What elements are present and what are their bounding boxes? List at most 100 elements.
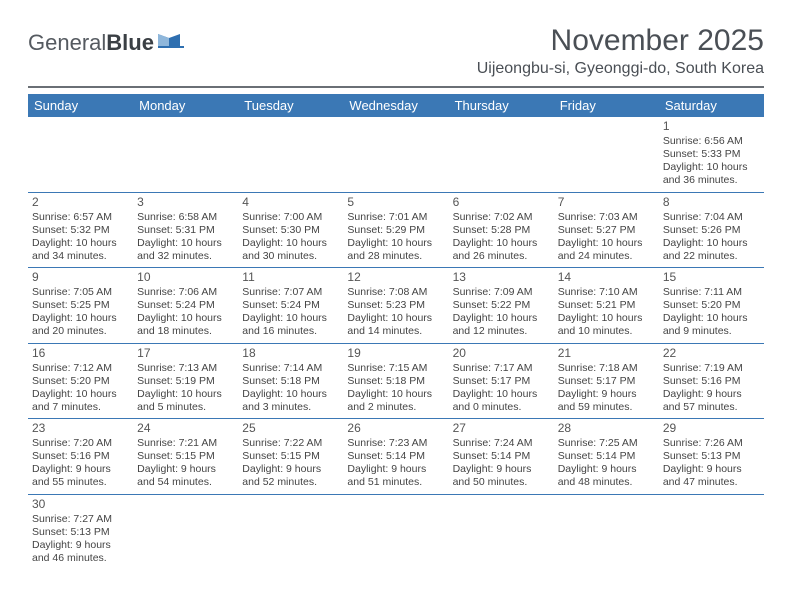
daylight-line: Daylight: 9 hours and 59 minutes. bbox=[558, 388, 655, 414]
day-number: 20 bbox=[453, 346, 550, 361]
sunset-line: Sunset: 5:14 PM bbox=[453, 450, 550, 463]
calendar-cell: 29Sunrise: 7:26 AMSunset: 5:13 PMDayligh… bbox=[659, 419, 764, 495]
logo-text: GeneralBlue bbox=[28, 30, 154, 56]
sunset-line: Sunset: 5:17 PM bbox=[558, 375, 655, 388]
calendar-cell: 23Sunrise: 7:20 AMSunset: 5:16 PMDayligh… bbox=[28, 419, 133, 495]
day-header: Tuesday bbox=[238, 94, 343, 117]
daylight-line: Daylight: 10 hours and 30 minutes. bbox=[242, 237, 339, 263]
calendar-cell bbox=[343, 494, 448, 569]
daylight-line: Daylight: 9 hours and 52 minutes. bbox=[242, 463, 339, 489]
calendar-cell bbox=[133, 117, 238, 192]
calendar-cell bbox=[343, 117, 448, 192]
sunset-line: Sunset: 5:24 PM bbox=[137, 299, 234, 312]
day-number: 12 bbox=[347, 270, 444, 285]
sunrise-line: Sunrise: 7:25 AM bbox=[558, 437, 655, 450]
daylight-line: Daylight: 10 hours and 32 minutes. bbox=[137, 237, 234, 263]
daylight-line: Daylight: 9 hours and 46 minutes. bbox=[32, 539, 129, 565]
day-number: 6 bbox=[453, 195, 550, 210]
day-number: 29 bbox=[663, 421, 760, 436]
calendar-cell: 4Sunrise: 7:00 AMSunset: 5:30 PMDaylight… bbox=[238, 192, 343, 268]
daylight-line: Daylight: 9 hours and 48 minutes. bbox=[558, 463, 655, 489]
calendar-cell: 14Sunrise: 7:10 AMSunset: 5:21 PMDayligh… bbox=[554, 268, 659, 344]
month-title: November 2025 bbox=[477, 24, 764, 58]
sunset-line: Sunset: 5:20 PM bbox=[32, 375, 129, 388]
flag-icon bbox=[158, 32, 186, 55]
sunrise-line: Sunrise: 7:05 AM bbox=[32, 286, 129, 299]
daylight-line: Daylight: 10 hours and 34 minutes. bbox=[32, 237, 129, 263]
daylight-line: Daylight: 10 hours and 24 minutes. bbox=[558, 237, 655, 263]
sunrise-line: Sunrise: 7:03 AM bbox=[558, 211, 655, 224]
daylight-line: Daylight: 9 hours and 55 minutes. bbox=[32, 463, 129, 489]
daylight-line: Daylight: 10 hours and 22 minutes. bbox=[663, 237, 760, 263]
sunrise-line: Sunrise: 7:15 AM bbox=[347, 362, 444, 375]
daylight-line: Daylight: 10 hours and 18 minutes. bbox=[137, 312, 234, 338]
calendar-cell: 3Sunrise: 6:58 AMSunset: 5:31 PMDaylight… bbox=[133, 192, 238, 268]
calendar-cell: 18Sunrise: 7:14 AMSunset: 5:18 PMDayligh… bbox=[238, 343, 343, 419]
sunrise-line: Sunrise: 6:58 AM bbox=[137, 211, 234, 224]
sunset-line: Sunset: 5:26 PM bbox=[663, 224, 760, 237]
day-number: 13 bbox=[453, 270, 550, 285]
sunset-line: Sunset: 5:15 PM bbox=[137, 450, 234, 463]
sunset-line: Sunset: 5:17 PM bbox=[453, 375, 550, 388]
sunset-line: Sunset: 5:20 PM bbox=[663, 299, 760, 312]
calendar-cell: 24Sunrise: 7:21 AMSunset: 5:15 PMDayligh… bbox=[133, 419, 238, 495]
logo: GeneralBlue bbox=[28, 30, 186, 56]
calendar-cell: 1Sunrise: 6:56 AMSunset: 5:33 PMDaylight… bbox=[659, 117, 764, 192]
sunset-line: Sunset: 5:15 PM bbox=[242, 450, 339, 463]
sunrise-line: Sunrise: 6:57 AM bbox=[32, 211, 129, 224]
calendar-row: 2Sunrise: 6:57 AMSunset: 5:32 PMDaylight… bbox=[28, 192, 764, 268]
sunrise-line: Sunrise: 6:56 AM bbox=[663, 135, 760, 148]
day-number: 28 bbox=[558, 421, 655, 436]
header-rule bbox=[28, 86, 764, 88]
sunset-line: Sunset: 5:16 PM bbox=[663, 375, 760, 388]
daylight-line: Daylight: 9 hours and 51 minutes. bbox=[347, 463, 444, 489]
sunset-line: Sunset: 5:13 PM bbox=[32, 526, 129, 539]
calendar-cell: 13Sunrise: 7:09 AMSunset: 5:22 PMDayligh… bbox=[449, 268, 554, 344]
sunset-line: Sunset: 5:19 PM bbox=[137, 375, 234, 388]
day-header: Wednesday bbox=[343, 94, 448, 117]
daylight-line: Daylight: 10 hours and 5 minutes. bbox=[137, 388, 234, 414]
sunset-line: Sunset: 5:33 PM bbox=[663, 148, 760, 161]
daylight-line: Daylight: 10 hours and 10 minutes. bbox=[558, 312, 655, 338]
calendar-header-row: SundayMondayTuesdayWednesdayThursdayFrid… bbox=[28, 94, 764, 117]
calendar-cell bbox=[449, 494, 554, 569]
calendar-row: 1Sunrise: 6:56 AMSunset: 5:33 PMDaylight… bbox=[28, 117, 764, 192]
calendar-cell: 21Sunrise: 7:18 AMSunset: 5:17 PMDayligh… bbox=[554, 343, 659, 419]
day-number: 21 bbox=[558, 346, 655, 361]
sunset-line: Sunset: 5:28 PM bbox=[453, 224, 550, 237]
day-number: 16 bbox=[32, 346, 129, 361]
sunrise-line: Sunrise: 7:22 AM bbox=[242, 437, 339, 450]
sunrise-line: Sunrise: 7:18 AM bbox=[558, 362, 655, 375]
sunset-line: Sunset: 5:14 PM bbox=[558, 450, 655, 463]
calendar-cell bbox=[238, 117, 343, 192]
calendar-cell: 7Sunrise: 7:03 AMSunset: 5:27 PMDaylight… bbox=[554, 192, 659, 268]
day-number: 2 bbox=[32, 195, 129, 210]
day-number: 11 bbox=[242, 270, 339, 285]
daylight-line: Daylight: 10 hours and 16 minutes. bbox=[242, 312, 339, 338]
sunset-line: Sunset: 5:29 PM bbox=[347, 224, 444, 237]
daylight-line: Daylight: 9 hours and 47 minutes. bbox=[663, 463, 760, 489]
calendar-cell: 30Sunrise: 7:27 AMSunset: 5:13 PMDayligh… bbox=[28, 494, 133, 569]
sunset-line: Sunset: 5:24 PM bbox=[242, 299, 339, 312]
calendar-cell bbox=[449, 117, 554, 192]
daylight-line: Daylight: 9 hours and 57 minutes. bbox=[663, 388, 760, 414]
day-number: 3 bbox=[137, 195, 234, 210]
sunrise-line: Sunrise: 7:09 AM bbox=[453, 286, 550, 299]
day-number: 17 bbox=[137, 346, 234, 361]
calendar-row: 23Sunrise: 7:20 AMSunset: 5:16 PMDayligh… bbox=[28, 419, 764, 495]
sunset-line: Sunset: 5:27 PM bbox=[558, 224, 655, 237]
sunrise-line: Sunrise: 7:24 AM bbox=[453, 437, 550, 450]
daylight-line: Daylight: 10 hours and 12 minutes. bbox=[453, 312, 550, 338]
calendar-cell: 22Sunrise: 7:19 AMSunset: 5:16 PMDayligh… bbox=[659, 343, 764, 419]
day-number: 8 bbox=[663, 195, 760, 210]
sunset-line: Sunset: 5:16 PM bbox=[32, 450, 129, 463]
sunset-line: Sunset: 5:22 PM bbox=[453, 299, 550, 312]
sunrise-line: Sunrise: 7:13 AM bbox=[137, 362, 234, 375]
calendar-cell: 26Sunrise: 7:23 AMSunset: 5:14 PMDayligh… bbox=[343, 419, 448, 495]
sunset-line: Sunset: 5:18 PM bbox=[242, 375, 339, 388]
calendar-cell: 16Sunrise: 7:12 AMSunset: 5:20 PMDayligh… bbox=[28, 343, 133, 419]
sunrise-line: Sunrise: 7:17 AM bbox=[453, 362, 550, 375]
calendar-cell: 6Sunrise: 7:02 AMSunset: 5:28 PMDaylight… bbox=[449, 192, 554, 268]
day-header: Saturday bbox=[659, 94, 764, 117]
daylight-line: Daylight: 9 hours and 54 minutes. bbox=[137, 463, 234, 489]
